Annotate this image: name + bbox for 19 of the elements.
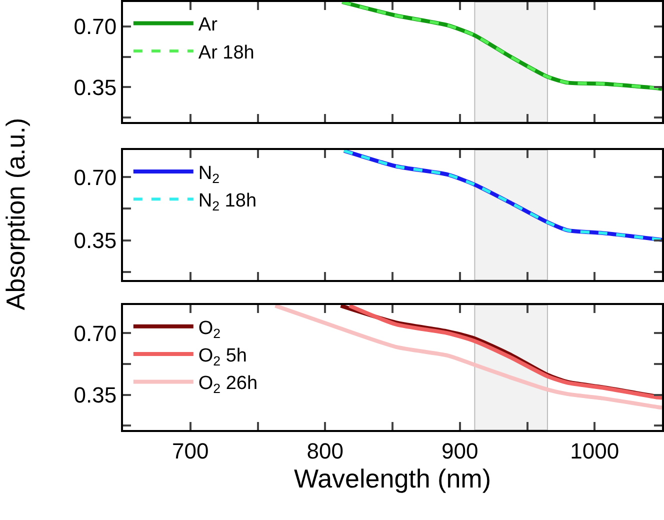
y-tick-label: 0.70 (74, 164, 117, 190)
legend-label: Ar 18h (198, 42, 254, 64)
y-axis-title: Absorption (a.u.) (0, 117, 32, 310)
y-tick-label: 0.35 (74, 74, 117, 100)
y-tick-label: 0.70 (74, 320, 117, 346)
x-tick-label: 700 (172, 438, 209, 464)
y-tick-label: 0.70 (74, 14, 117, 40)
legend-label: N$_{2}$ (198, 162, 220, 186)
y-tick-label: 0.35 (74, 382, 117, 408)
x-axis-title: Wavelength (nm) (294, 463, 491, 494)
legend-label: O$_{2}$ 5h (198, 345, 247, 368)
y-tick-label: 0.35 (74, 228, 117, 253)
legend-label: O$_{2}$ 26h (198, 373, 258, 396)
x-tick-label: 900 (442, 438, 478, 464)
x-tick-label: 800 (306, 438, 344, 464)
legend-label: N$_{2}$ 18h (198, 190, 257, 214)
legend-label: Ar (198, 14, 218, 36)
legend-label: O$_{2}$ (198, 318, 221, 341)
x-tick-label: 1000 (570, 438, 620, 464)
